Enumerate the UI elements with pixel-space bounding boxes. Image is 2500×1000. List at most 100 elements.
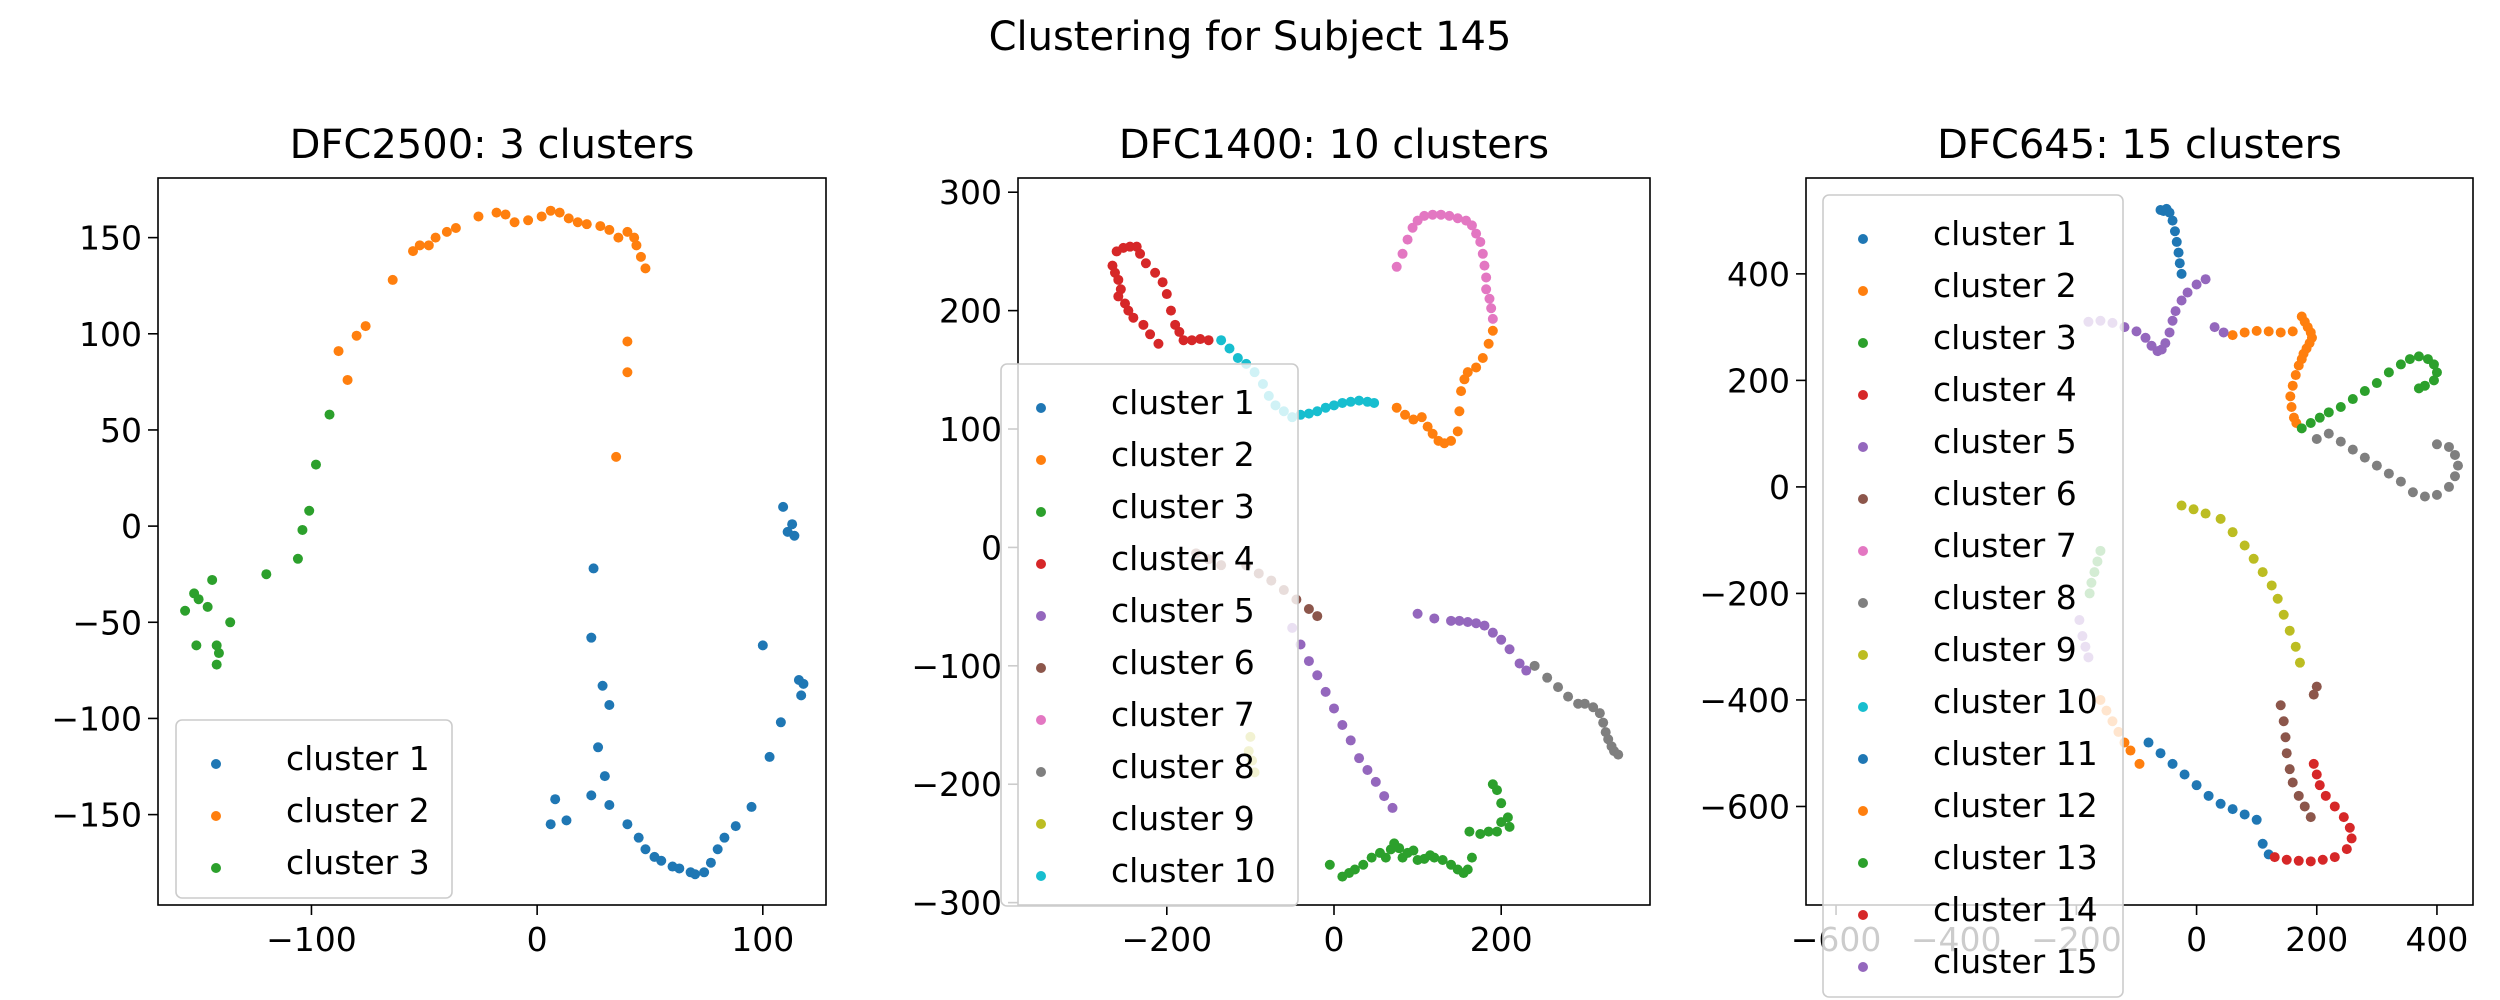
data-point: [2170, 306, 2181, 317]
data-point: [2263, 326, 2274, 337]
data-point: [2266, 580, 2277, 591]
data-point: [2251, 814, 2262, 825]
legend-label: cluster 7: [1111, 695, 1255, 734]
data-point: [360, 321, 371, 332]
data-point: [1150, 267, 1161, 278]
data-point: [1487, 313, 1498, 324]
legend-marker: [1858, 702, 1868, 712]
legend-marker: [1036, 611, 1046, 621]
data-point: [2428, 375, 2439, 386]
data-point: [674, 863, 685, 874]
data-point: [2320, 790, 2331, 801]
data-point: [1186, 335, 1197, 346]
figure-suptitle: Clustering for Subject 145: [989, 14, 1512, 60]
data-point: [2286, 402, 2297, 413]
data-point: [2203, 790, 2214, 801]
data-point: [292, 553, 303, 564]
data-point: [2169, 226, 2180, 237]
legend-label: cluster 9: [1933, 630, 2077, 669]
data-point: [1329, 400, 1339, 411]
data-point: [1446, 615, 1457, 626]
data-point: [1475, 828, 1486, 839]
data-point: [798, 678, 809, 689]
data-point: [1412, 608, 1423, 619]
data-point: [211, 640, 222, 651]
legend-marker: [1858, 338, 1868, 348]
data-point: [2227, 527, 2238, 538]
data-point: [1479, 620, 1490, 631]
data-point: [1115, 284, 1126, 295]
data-point: [2179, 769, 2190, 780]
data-point: [324, 409, 335, 420]
data-point: [1521, 665, 1532, 676]
data-point: [509, 217, 520, 228]
data-point: [2173, 247, 2184, 258]
legend-marker: [1036, 403, 1046, 413]
data-point: [441, 226, 452, 237]
legend-label: cluster 10: [1111, 851, 1276, 890]
points-layer: [180, 205, 809, 880]
data-point: [604, 699, 615, 710]
data-point: [554, 207, 565, 218]
data-point: [2308, 689, 2319, 700]
data-point: [2290, 641, 2301, 652]
data-point: [1312, 670, 1323, 681]
data-point: [611, 451, 622, 462]
data-point: [2284, 625, 2295, 636]
data-point: [787, 519, 798, 530]
legend-label: cluster 1: [286, 739, 430, 778]
data-point: [1203, 335, 1214, 346]
data-point: [2347, 444, 2358, 455]
subplot-3: DFC645: 15 clusters −600 −400 −200 0 200 400 40…: [1699, 122, 2474, 998]
x-tick-label: 200: [1470, 920, 1533, 959]
legend-label: cluster 15: [1933, 942, 2098, 981]
data-point: [1529, 660, 1540, 671]
data-point: [563, 213, 574, 224]
data-point: [2419, 491, 2430, 502]
data-point: [2383, 468, 2394, 479]
legend-frame: [175, 719, 453, 899]
data-point: [2257, 838, 2268, 849]
legend-label: cluster 3: [1933, 318, 2077, 357]
data-point: [2293, 360, 2304, 371]
data-point: [2164, 327, 2175, 338]
legend-marker: [1036, 663, 1046, 673]
legend-label: cluster 1: [1933, 214, 2077, 253]
data-point: [622, 336, 633, 347]
legend-label: cluster 2: [1933, 266, 2077, 305]
legend-marker: [1858, 390, 1868, 400]
legend-marker: [1858, 962, 1868, 972]
subplot-2: DFC1400: 10 clusters −200 0 200 300 200 100 0 −1…: [911, 122, 1651, 959]
data-point: [746, 801, 757, 812]
data-point: [581, 219, 592, 230]
data-point: [2296, 423, 2307, 434]
points-layer: [2074, 203, 2463, 867]
data-point: [387, 274, 398, 285]
data-point: [1157, 277, 1168, 288]
data-point: [1613, 749, 1624, 760]
data-point: [2176, 500, 2187, 511]
data-point: [1475, 236, 1486, 247]
data-point: [1454, 406, 1465, 417]
data-point: [1456, 386, 1467, 397]
data-point: [1369, 397, 1380, 408]
data-point: [2443, 481, 2454, 492]
data-point: [2287, 326, 2298, 337]
data-point: [2308, 758, 2319, 769]
legend-label: cluster 10: [1933, 682, 2098, 721]
data-point: [2200, 274, 2211, 285]
data-point: [2431, 367, 2442, 378]
data-point: [633, 832, 644, 843]
data-point: [1178, 335, 1189, 346]
data-point: [629, 232, 640, 243]
legend-marker: [1036, 507, 1046, 517]
data-point: [599, 771, 610, 782]
data-point: [764, 751, 775, 762]
data-point: [1436, 209, 1447, 220]
data-point: [2323, 428, 2334, 439]
data-point: [2171, 236, 2182, 247]
data-point: [2299, 801, 2310, 812]
data-point: [1379, 791, 1390, 802]
y-tick-label: −200: [911, 765, 1002, 804]
data-point: [1397, 248, 1408, 259]
